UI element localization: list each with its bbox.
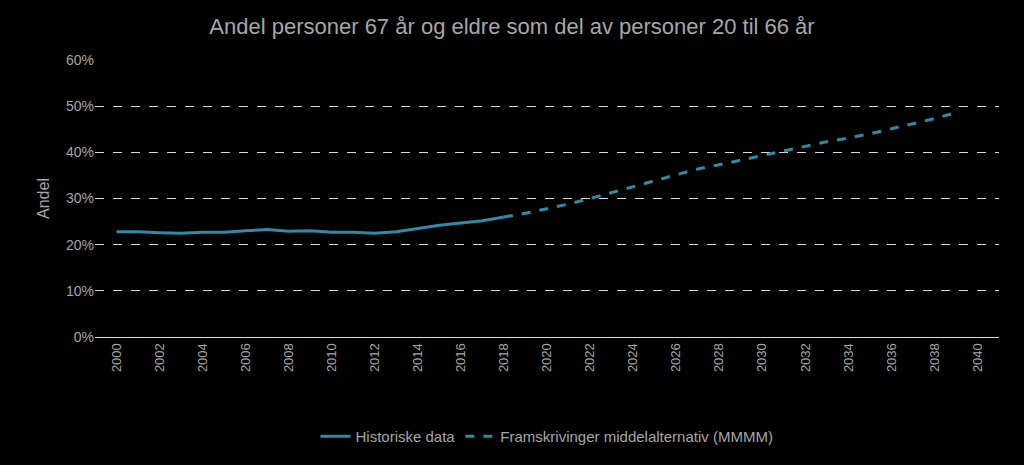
svg-text:2000: 2000	[109, 343, 124, 372]
svg-text:Andel personer 67 år og eldre: Andel personer 67 år og eldre som del av…	[209, 14, 814, 39]
svg-text:2002: 2002	[152, 343, 167, 372]
svg-text:2036: 2036	[884, 343, 899, 372]
svg-text:Framskrivinger middelalternati: Framskrivinger middelalternativ (MMMM)	[500, 428, 773, 445]
svg-text:2032: 2032	[798, 343, 813, 372]
svg-text:2040: 2040	[970, 343, 985, 372]
svg-text:Historiske data: Historiske data	[356, 428, 456, 445]
svg-text:2020: 2020	[539, 343, 554, 372]
svg-text:2028: 2028	[711, 343, 726, 372]
svg-text:2016: 2016	[453, 343, 468, 372]
svg-text:2034: 2034	[841, 343, 856, 372]
svg-text:Andel: Andel	[35, 178, 52, 219]
svg-text:2024: 2024	[625, 343, 640, 372]
svg-text:10%: 10%	[66, 283, 94, 299]
svg-text:2012: 2012	[367, 343, 382, 372]
svg-text:2006: 2006	[238, 343, 253, 372]
svg-text:50%: 50%	[66, 98, 94, 114]
svg-text:2018: 2018	[496, 343, 511, 372]
svg-text:40%: 40%	[66, 144, 94, 160]
svg-text:2004: 2004	[195, 343, 210, 372]
svg-text:2038: 2038	[927, 343, 942, 372]
svg-text:60%: 60%	[66, 52, 94, 68]
svg-text:2008: 2008	[281, 343, 296, 372]
svg-text:0%: 0%	[74, 329, 94, 345]
svg-text:2026: 2026	[668, 343, 683, 372]
svg-text:2030: 2030	[754, 343, 769, 372]
svg-text:20%: 20%	[66, 237, 94, 253]
svg-text:2022: 2022	[582, 343, 597, 372]
svg-text:2014: 2014	[410, 343, 425, 372]
svg-text:2010: 2010	[324, 343, 339, 372]
svg-text:30%: 30%	[66, 190, 94, 206]
